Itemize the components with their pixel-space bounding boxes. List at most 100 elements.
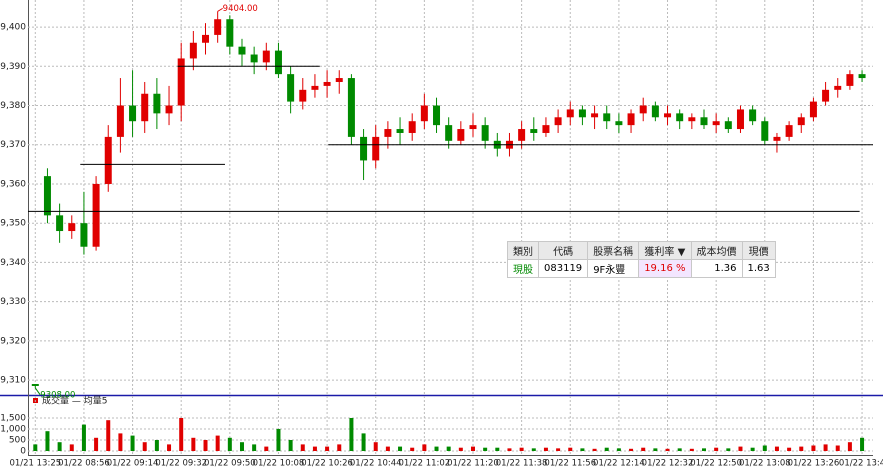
y-tick-label: 9,360: [0, 179, 26, 189]
candle-body: [129, 105, 137, 122]
candle-body: [700, 117, 708, 126]
candle-body: [189, 42, 197, 59]
y-tick-label: 500: [9, 435, 26, 445]
volume-bar: [483, 447, 488, 451]
candle-body: [360, 136, 368, 161]
candle-body: [822, 89, 830, 102]
candle-body: [335, 78, 343, 82]
candle-body: [639, 105, 647, 114]
volume-bar: [762, 445, 767, 451]
annotation: 9404.00: [223, 4, 258, 14]
volume-bar: [726, 448, 731, 451]
volume-bar: [337, 444, 342, 451]
volume-bar: [94, 437, 99, 451]
y-tick-label: 9,370: [0, 140, 26, 150]
volume-bar: [787, 447, 792, 451]
header-cell[interactable]: 代碼: [537, 241, 589, 260]
volume-bar: [33, 444, 38, 451]
candle-body: [226, 19, 234, 47]
candle-body: [749, 109, 757, 122]
volume-bar: [665, 448, 670, 451]
candle-body: [92, 183, 100, 247]
table-cell: 1.63: [741, 259, 776, 278]
candle-body: [31, 384, 39, 386]
candle-body: [56, 215, 64, 232]
y-tick-label: 9,400: [0, 23, 26, 33]
y-tick-label: 1,500: [0, 413, 26, 423]
volume-bar: [203, 439, 208, 451]
header-cell[interactable]: 獲利率 ▼: [638, 241, 692, 260]
volume-bar: [385, 446, 390, 451]
table-cell: 19.16 %: [638, 259, 692, 278]
table-row[interactable]: 現股 083119 9F永豐 19.16 % 1.36 1.63: [507, 259, 776, 278]
volume-bar: [556, 448, 561, 451]
y-tick-label: 9,340: [0, 258, 26, 268]
volume-bar: [106, 420, 111, 451]
x-tick-label: 01/22 10:44: [350, 459, 402, 469]
volume-bar: [422, 444, 427, 451]
volume-bar: [154, 439, 159, 451]
candle-body: [785, 125, 793, 137]
candle-body: [858, 74, 866, 79]
candle-body: [724, 121, 732, 130]
y-tick-label: 9,330: [0, 297, 26, 307]
volume-bar: [69, 444, 74, 451]
candle-body: [469, 125, 477, 130]
volume-bar: [398, 446, 403, 451]
candle-body: [104, 136, 112, 184]
volume-bar: [616, 448, 621, 451]
y-tick-label: 9,310: [0, 376, 26, 386]
candle-body: [481, 125, 489, 141]
candle-body: [323, 81, 331, 86]
volume-bar: [81, 424, 86, 451]
candle-body: [141, 93, 149, 122]
header-cell[interactable]: 現價: [741, 241, 776, 260]
candle-body: [214, 19, 222, 35]
volume-bar: [847, 442, 852, 451]
volume-bar: [799, 446, 804, 451]
candle-body: [43, 176, 51, 216]
candle-body: [433, 105, 441, 126]
volume-bar: [714, 447, 719, 451]
volume-bar: [118, 433, 123, 451]
header-cell[interactable]: 成本均價: [690, 241, 743, 260]
x-tick-label: 01/22 13:08: [739, 459, 791, 469]
volume-bar: [167, 444, 172, 451]
table-cell: 1.36: [690, 259, 743, 278]
volume-bar: [580, 448, 585, 451]
candle-body: [664, 113, 672, 118]
x-tick-label: 01/22 09:50: [204, 459, 256, 469]
candle-body: [68, 223, 76, 232]
volume-bar: [531, 448, 536, 451]
candle-body: [396, 129, 404, 133]
candle-body: [238, 46, 246, 55]
y-tick-label: 9,380: [0, 101, 26, 111]
candle-body: [651, 105, 659, 118]
candle-body: [676, 113, 684, 122]
volume-bar: [568, 447, 573, 451]
volume-bar: [227, 437, 232, 451]
volume-bar: [519, 447, 524, 451]
volume-legend: 成交量 — 均量5: [42, 395, 107, 407]
candle-body: [554, 117, 562, 126]
x-tick-label: 01/22 10:26: [301, 459, 353, 469]
volume-bar: [702, 448, 706, 451]
volume-bar: [434, 446, 439, 451]
volume-bar: [264, 446, 269, 451]
candle-body: [116, 105, 124, 137]
volume-bar: [325, 446, 330, 451]
candle-body: [773, 136, 781, 141]
volume-bar: [57, 442, 62, 451]
header-cell[interactable]: 股票名稱: [587, 241, 640, 260]
candle-body: [202, 34, 210, 43]
candle-body: [299, 89, 307, 102]
header-cell[interactable]: 類別: [507, 241, 539, 260]
volume-bar: [373, 442, 378, 451]
candle-body: [262, 50, 270, 63]
volume-bar: [239, 442, 244, 451]
volume-bar: [592, 448, 597, 451]
candle-body: [615, 121, 623, 126]
volume-bar: [653, 448, 658, 451]
